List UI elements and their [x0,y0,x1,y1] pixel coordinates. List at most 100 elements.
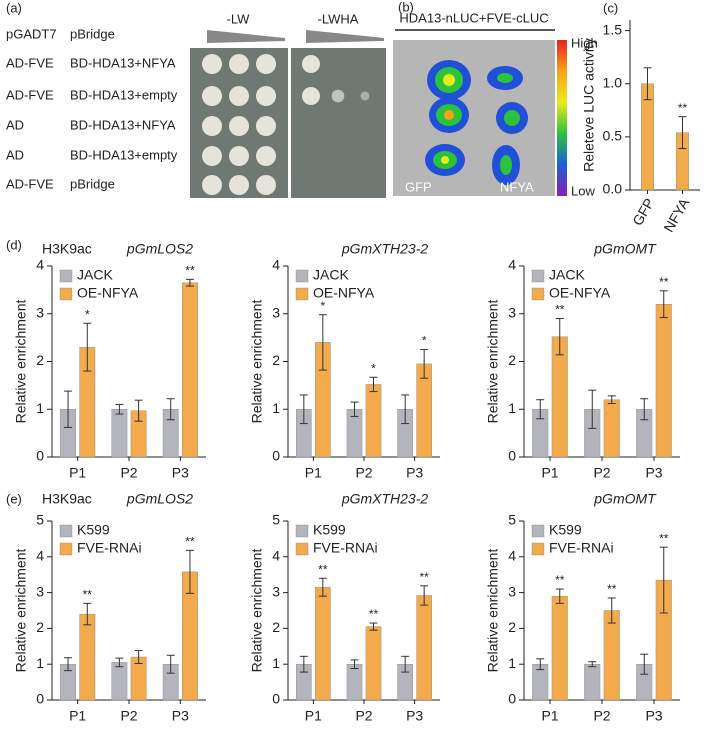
legend-swatch [59,269,73,283]
bar [111,662,128,701]
y-tick-label: 0 [272,448,280,464]
significance: ** [318,562,328,576]
legend-label: OE-NFYA [77,285,139,301]
colony [256,86,276,106]
error-bar [134,399,143,422]
colony [229,54,249,74]
x-tick-label: P1 [305,465,322,481]
medium-label: -LWHA [318,11,359,26]
x-tick-label: NFYA [660,195,692,235]
y-tick-label: 1 [272,655,280,671]
error-bar [185,278,194,287]
legend-swatch [531,269,545,283]
y-tick-label: 4 [36,548,44,564]
legend-label: JACK [77,267,113,283]
row-label: BD-HDA13+empty [70,147,178,162]
y-tick-label: 5 [508,512,516,528]
error-bar [659,290,668,319]
colony [256,175,276,195]
row-label: BD-HDA13+empty [70,87,178,102]
y-tick-label: 0 [508,691,516,707]
luminescence-nfya [487,66,528,185]
x-tick-label: P2 [593,465,610,481]
legend-label: K599 [549,522,582,538]
legend-label: FVE-RNAi [77,540,142,556]
row-label: AD-FVE [6,55,54,70]
image-label: NFYA [500,179,534,194]
y-tick-label: 0.0 [603,181,623,197]
scale-label: Low [571,183,595,198]
panel-label: (d) [6,237,22,252]
legend-swatch [59,542,73,556]
chart-title: pGmLOS2 [126,241,193,257]
y-tick-label: 2 [272,619,280,635]
colony [256,116,276,136]
panel-a: (a) pGADT7 pBridge -LW -LWHA AD-FVE BD-HD… [6,0,386,198]
y-tick-label: 0 [272,691,280,707]
image-label: GFP [405,179,432,194]
y-tick-label: 5 [36,512,44,528]
legend-label: K599 [77,522,110,538]
panel-label: (e) [6,491,22,506]
y-tick-label: 0.5 [603,128,623,144]
y-tick-label: 3 [36,583,44,599]
y-axis-label: Relative enrichment [249,300,265,424]
error-bar [401,394,410,425]
colony [360,91,370,101]
error-bar [607,597,616,624]
error-bar [166,398,175,421]
significance: ** [607,582,617,596]
y-axis-label: Relative enrichment [485,549,501,673]
chart-title: pGmXTH23-2 [341,491,429,507]
bar [603,399,620,458]
error-bar [659,546,668,614]
row-label: BD-HDA13+NFYA [70,55,176,70]
error-bar [299,655,308,673]
colony [256,146,276,166]
bar [416,595,432,701]
error-bar [115,403,124,415]
significance: ** [369,607,379,621]
x-tick-label: P1 [305,708,322,724]
y-tick-label: 3 [272,583,280,599]
scale-label: High [571,35,598,50]
row-label: BD-HDA13+NFYA [70,117,176,132]
bar [346,664,363,701]
error-bar [318,577,327,597]
x-tick-label: P3 [645,708,662,724]
y-tick-label: 2 [36,352,44,368]
legend-swatch [531,524,545,538]
significance: ** [555,303,565,317]
significance: ** [185,535,195,549]
error-bar [420,585,429,606]
colony [202,175,222,195]
significance: ** [185,264,195,278]
legend-swatch [295,524,309,538]
bar [365,626,382,701]
y-tick-label: 3 [36,304,44,320]
y-tick-label: 4 [272,257,280,273]
y-tick-label: 1 [508,400,516,416]
error-bar [640,653,649,675]
chart-title: pGmOMT [593,241,657,257]
error-bar [369,376,378,393]
legend-swatch [295,542,309,556]
error-bar [185,549,194,594]
legend-label: JACK [313,267,349,283]
error-bar [420,349,429,379]
y-tick-label: 1.0 [603,74,623,90]
colony [256,54,276,74]
x-tick-label: P3 [645,465,662,481]
y-axis-label: Releteve LUC activity [581,38,597,172]
error-bar [350,659,359,669]
y-tick-label: 4 [272,548,280,564]
legend-swatch [295,287,309,301]
x-tick-label: P3 [406,708,423,724]
significance: ** [83,588,93,602]
x-tick-label: P1 [69,708,86,724]
bar [111,409,128,458]
legend-label: FVE-RNAi [313,540,378,556]
x-tick-label: P2 [593,708,610,724]
error-bar [678,116,687,150]
